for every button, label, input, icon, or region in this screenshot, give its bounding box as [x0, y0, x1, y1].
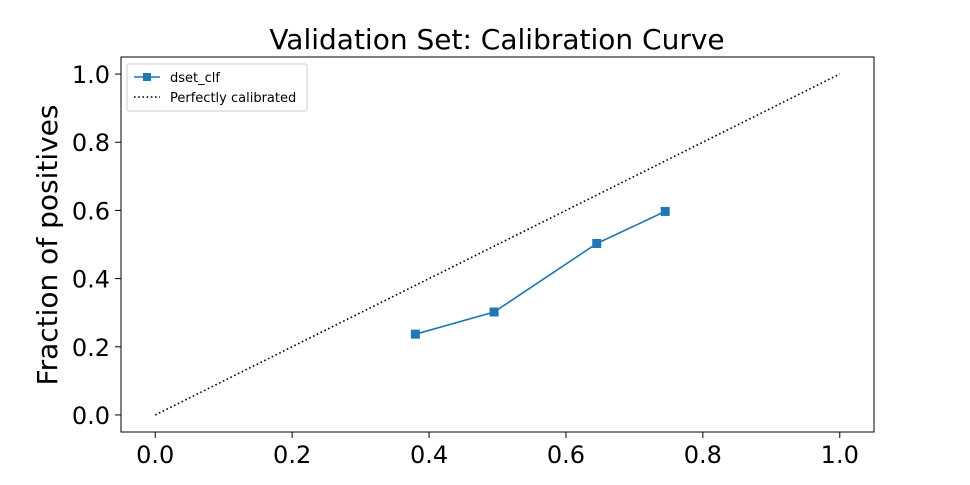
plot-area: 0.0 0.2 0.4 0.6 0.8 1.0 0.0 0.2 0.4 0.6 0.8 1.0: [72, 61, 859, 469]
y-tick-label: 0.2: [72, 334, 110, 362]
y-tick-label: 0.8: [72, 129, 110, 157]
y-axis-label: Fraction of positives: [31, 105, 64, 386]
data-point-dset-clf: [592, 238, 602, 248]
x-tick-label: 0.4: [410, 441, 448, 469]
legend-label-perfectly-calibrated: Perfectly calibrated: [170, 91, 296, 106]
legend-box: [126, 63, 308, 112]
series-line-perfectly-calibrated: [154, 73, 841, 416]
legend-marker-dset-clf: [143, 73, 151, 81]
series-line-dset-clf: [415, 210, 666, 335]
data-point-dset-clf: [660, 206, 670, 216]
x-tick-label: 0.0: [136, 441, 174, 469]
data-point-dset-clf: [489, 307, 499, 317]
plot-frame: [120, 56, 875, 433]
legend: dset_clf Perfectly calibrated: [126, 63, 308, 112]
x-tick-label: 0.8: [684, 441, 722, 469]
data-point-dset-clf: [410, 329, 420, 339]
y-tick-label: 0.6: [72, 197, 110, 225]
x-tick-label: 1.0: [821, 441, 859, 469]
y-tick-label: 0.4: [72, 266, 110, 294]
legend-label-dset-clf: dset_clf: [170, 71, 220, 86]
y-tick-label: 0.0: [72, 402, 110, 430]
x-tick-label: 0.2: [273, 441, 311, 469]
chart-title: Validation Set: Calibration Curve: [269, 23, 724, 56]
x-tick-label: 0.6: [547, 441, 585, 469]
y-tick-label: 1.0: [72, 61, 110, 89]
